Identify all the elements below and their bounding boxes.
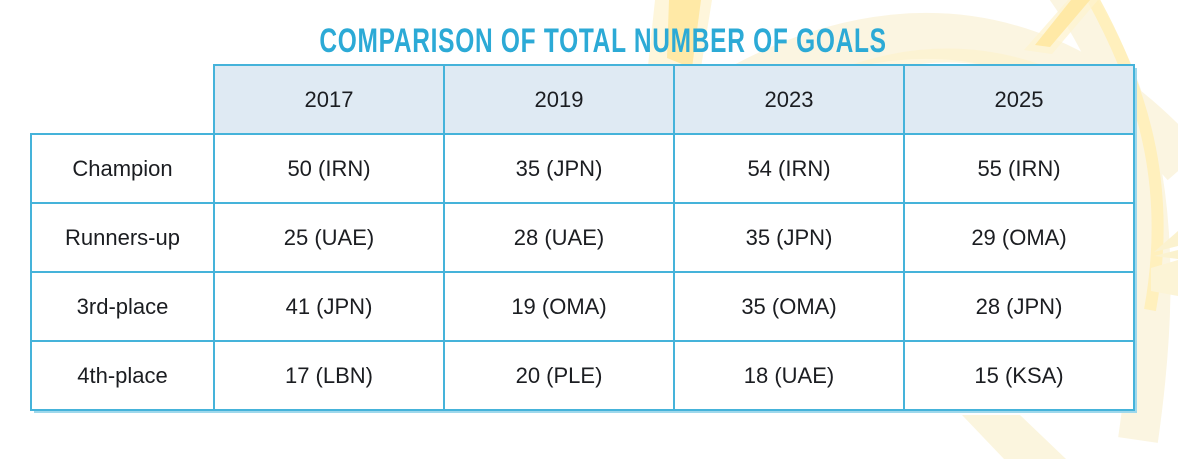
- row-label: 4th-place: [30, 340, 215, 411]
- goals-cell: 54 (IRN): [673, 133, 905, 204]
- table-row: 4th-place 17 (LBN) 20 (PLE) 18 (UAE) 15 …: [30, 340, 1135, 411]
- goals-comparison-table: 2017 2019 2023 2025 Champion 50 (IRN) 35…: [30, 64, 1135, 411]
- goals-cell: 28 (JPN): [903, 271, 1135, 342]
- goals-cell: 41 (JPN): [213, 271, 445, 342]
- year-header: 2019: [443, 64, 675, 135]
- goals-cell: 35 (JPN): [673, 202, 905, 273]
- row-label: Champion: [30, 133, 215, 204]
- watermark-chevron-lower: [1154, 250, 1178, 259]
- year-header: 2017: [213, 64, 445, 135]
- year-header: 2025: [903, 64, 1135, 135]
- watermark-chevron-upper: [1154, 231, 1178, 252]
- chart-title: COMPARISON OF TOTAL NUMBER OF GOALS: [319, 22, 887, 60]
- watermark-bottom-stripe: [962, 415, 1066, 459]
- goals-cell: 17 (LBN): [213, 340, 445, 411]
- goals-cell: 19 (OMA): [443, 271, 675, 342]
- title-bar: COMPARISON OF TOTAL NUMBER OF GOALS: [14, 24, 1178, 58]
- table-row: 3rd-place 41 (JPN) 19 (OMA) 35 (OMA) 28 …: [30, 271, 1135, 342]
- table-row: Runners-up 25 (UAE) 28 (UAE) 35 (JPN) 29…: [30, 202, 1135, 273]
- goals-cell: 29 (OMA): [903, 202, 1135, 273]
- row-label: Runners-up: [30, 202, 215, 273]
- corner-spacer: [31, 65, 214, 134]
- goals-cell: 50 (IRN): [213, 133, 445, 204]
- goals-cell: 18 (UAE): [673, 340, 905, 411]
- watermark-band-right: [1151, 260, 1178, 296]
- goals-cell: 55 (IRN): [903, 133, 1135, 204]
- goals-cell: 25 (UAE): [213, 202, 445, 273]
- goals-cell: 15 (KSA): [903, 340, 1135, 411]
- row-label: 3rd-place: [30, 271, 215, 342]
- goals-cell: 28 (UAE): [443, 202, 675, 273]
- year-header: 2023: [673, 64, 905, 135]
- goals-cell: 20 (PLE): [443, 340, 675, 411]
- goals-cell: 35 (OMA): [673, 271, 905, 342]
- goals-cell: 35 (JPN): [443, 133, 675, 204]
- table-row: Champion 50 (IRN) 35 (JPN) 54 (IRN) 55 (…: [30, 133, 1135, 204]
- header-row: 2017 2019 2023 2025: [31, 64, 1135, 135]
